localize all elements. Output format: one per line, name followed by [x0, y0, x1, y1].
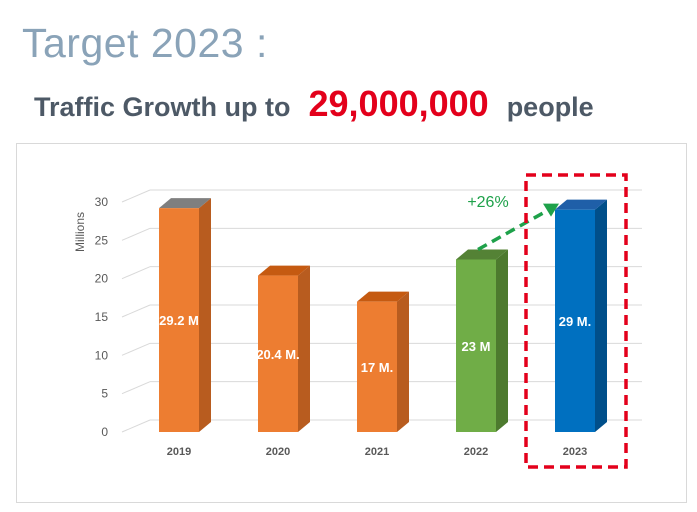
bar-side — [397, 291, 409, 432]
data-label: 29 M. — [559, 314, 592, 329]
x-tick-label: 2022 — [464, 446, 488, 458]
page-title: Target 2023 : — [22, 20, 268, 66]
bar-2021 — [357, 291, 409, 432]
gridline-depth — [121, 189, 151, 203]
gridline-depth — [121, 227, 151, 241]
bar-2023 — [555, 199, 607, 432]
subtitle-highlight-number: 29,000,000 — [308, 83, 489, 124]
x-tick-label: 2021 — [365, 446, 389, 458]
bar-front — [555, 209, 595, 432]
gridline-depth — [121, 381, 151, 395]
growth-arrow-head — [543, 203, 559, 217]
chart-frame — [16, 143, 687, 503]
y-tick-label: 0 — [101, 425, 108, 439]
y-tick-label: 30 — [95, 195, 109, 209]
bar-top — [159, 198, 211, 209]
y-tick-label: 25 — [95, 233, 109, 247]
y-tick-label: 5 — [101, 387, 108, 401]
bar-2020 — [258, 265, 310, 432]
growth-annotation: +26% — [467, 173, 628, 469]
gridline-depth — [121, 419, 151, 433]
bar-top — [258, 265, 310, 276]
y-tick-label: 15 — [95, 310, 109, 324]
bars — [159, 198, 607, 432]
data-label: 23 M — [462, 339, 491, 354]
y-axis-ticks: 0 5 10 15 20 25 30 — [95, 195, 109, 439]
y-axis-title: Millions — [73, 212, 87, 252]
bar-2022 — [456, 249, 508, 432]
bar-front — [258, 275, 298, 432]
gridline-depth — [121, 266, 151, 280]
x-axis-categories: 2019 2020 2021 2022 2023 — [167, 446, 587, 458]
bar-front — [159, 208, 199, 432]
bar-top — [555, 199, 607, 210]
highlight-box — [524, 173, 628, 469]
bar-front — [456, 259, 496, 432]
bar-2019 — [159, 198, 211, 432]
bar-side — [595, 199, 607, 432]
subtitle-prefix: Traffic Growth up to — [34, 92, 291, 122]
growth-percent-label: +26% — [467, 194, 508, 211]
y-tick-label: 10 — [95, 348, 109, 362]
bar-side — [496, 249, 508, 432]
bar-side — [298, 265, 310, 432]
subtitle: Traffic Growth up to 29,000,000 people — [34, 83, 594, 125]
data-label: 17 M. — [361, 360, 394, 375]
gridline-depth — [121, 342, 151, 356]
data-label: 29.2 M — [159, 313, 199, 328]
data-labels: 29.2 M 20.4 M. 17 M. 23 M 29 M. — [159, 313, 591, 375]
bar-side — [199, 198, 211, 432]
y-tick-label: 20 — [95, 272, 109, 286]
bar-front — [357, 301, 397, 432]
bar-top — [357, 291, 409, 302]
x-tick-label: 2020 — [266, 446, 290, 458]
subtitle-suffix: people — [506, 92, 594, 122]
bar-top — [456, 249, 508, 260]
data-label: 20.4 M. — [256, 347, 299, 362]
x-tick-label: 2023 — [563, 446, 587, 458]
x-tick-label: 2019 — [167, 446, 191, 458]
gridline-depth — [121, 304, 151, 318]
growth-arrow-line — [477, 208, 550, 252]
